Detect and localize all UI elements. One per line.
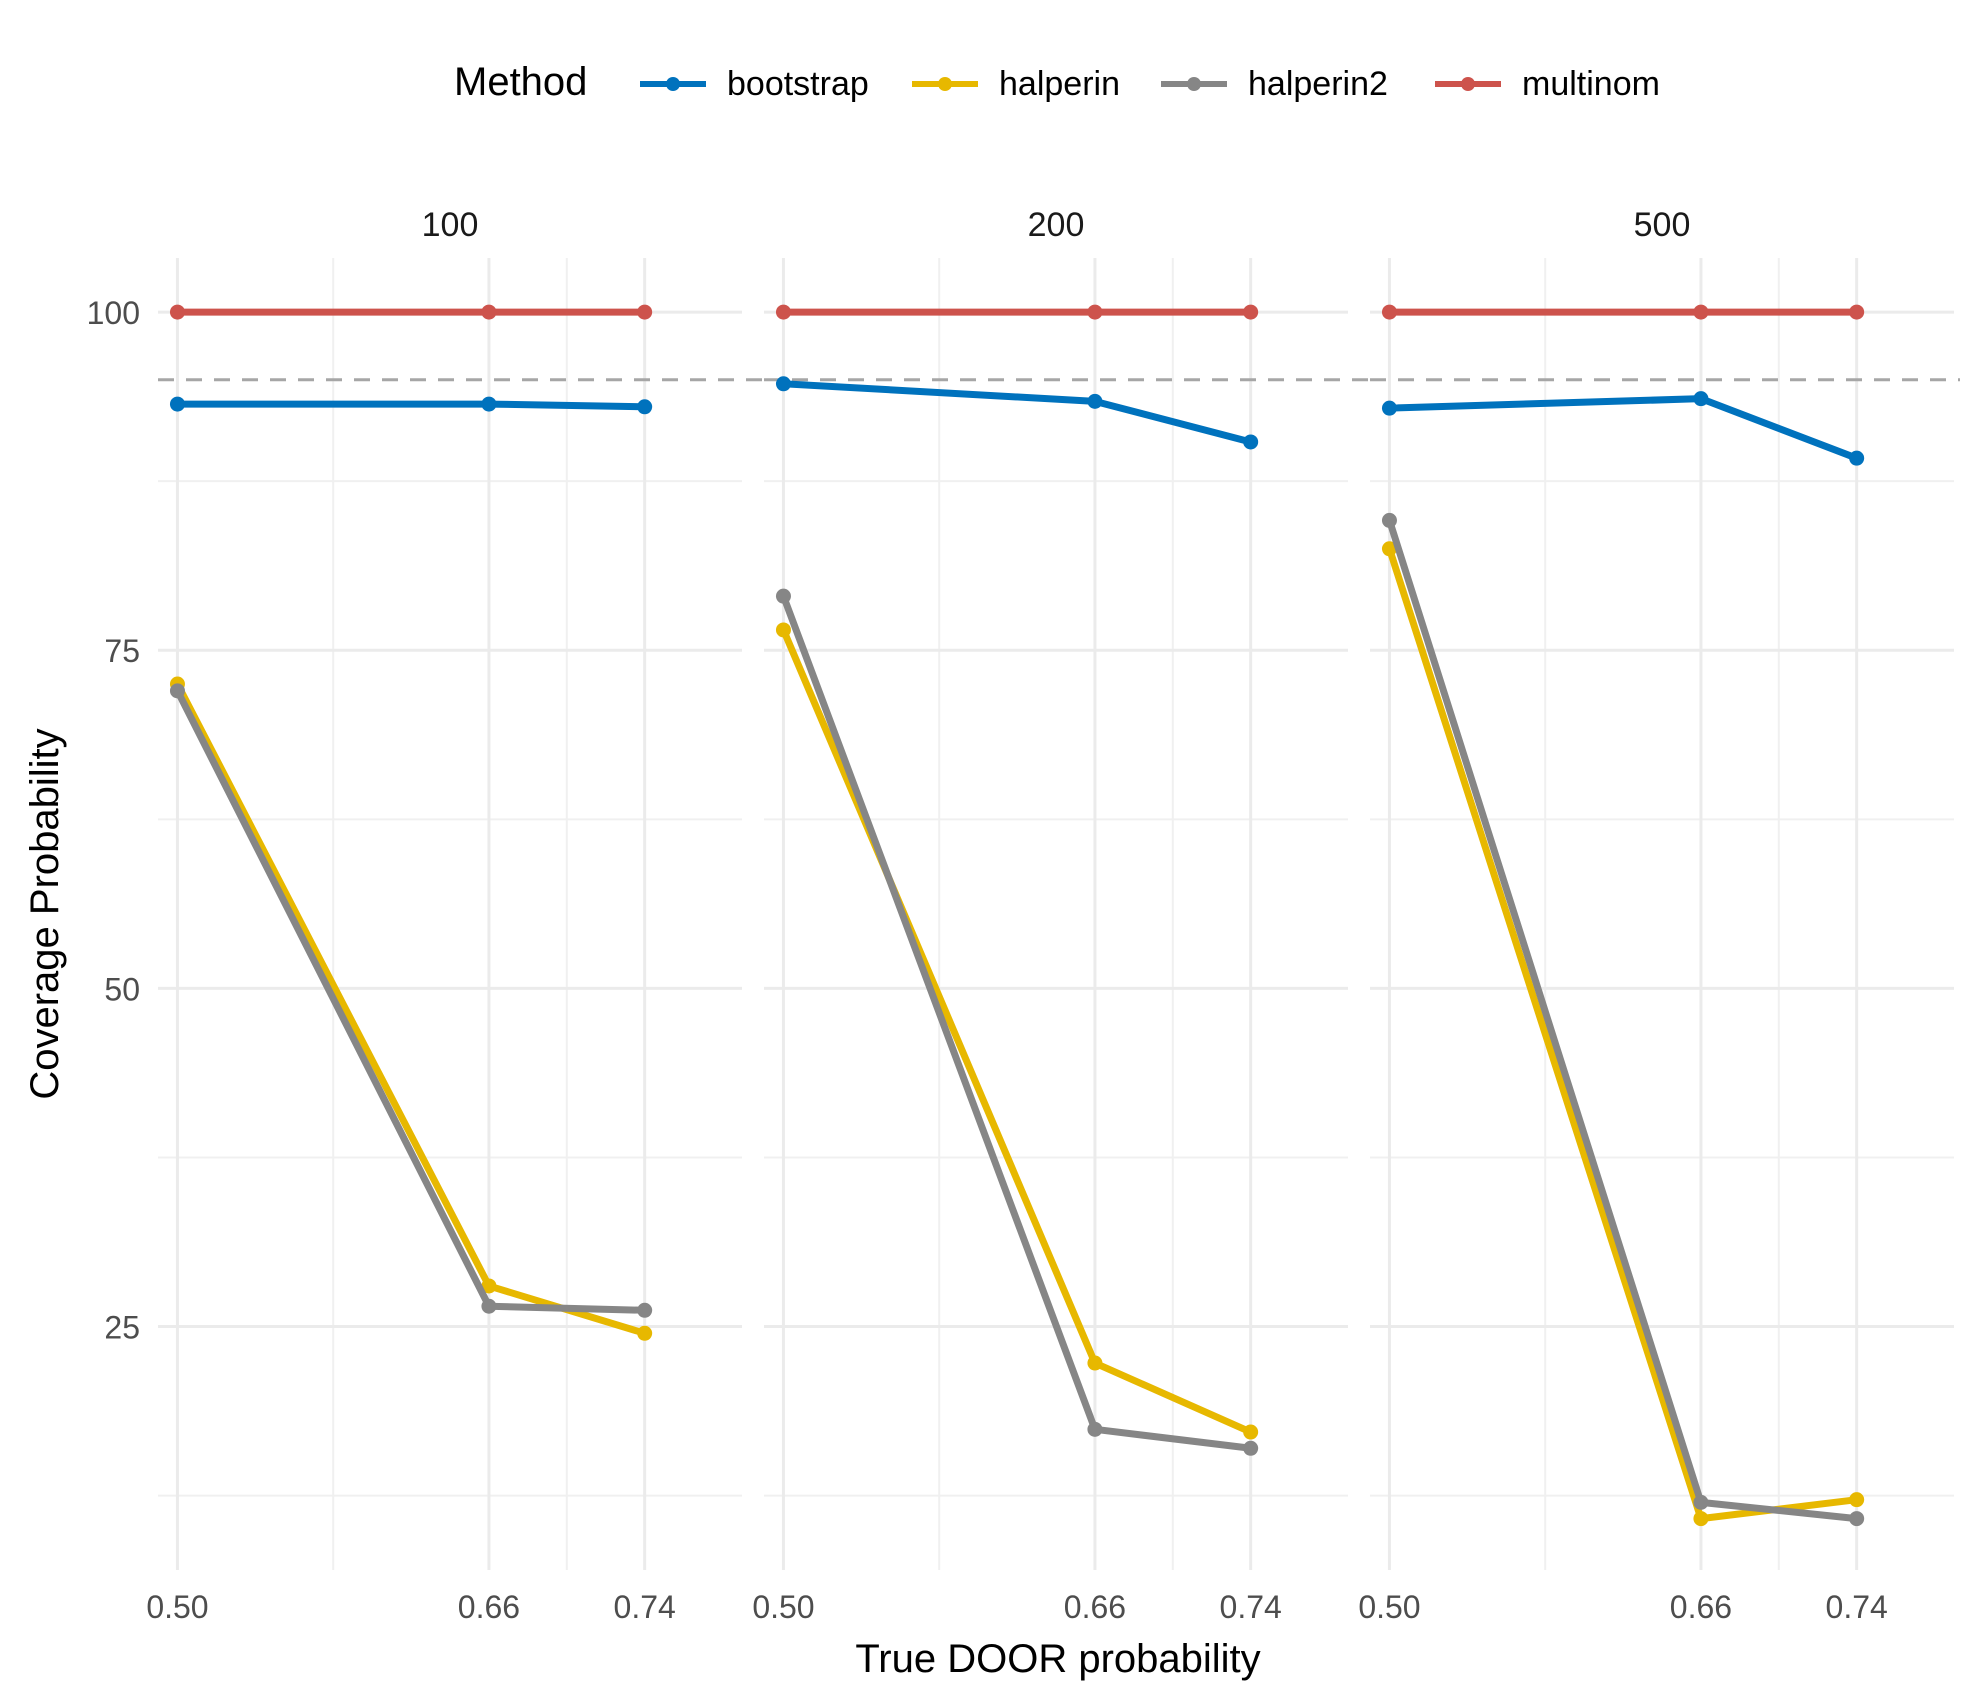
data-point-halperin (637, 1325, 653, 1341)
data-point-halperin (1693, 1511, 1709, 1527)
facet-panels: 100 0.50 0.66 0.74 200 0.50 0.66 0.74 500 0.50 0.6… (146, 206, 1960, 1625)
data-point-halperin (1243, 1424, 1259, 1440)
data-point-halperin2 (1693, 1494, 1709, 1510)
data-point-halperin (481, 1278, 497, 1294)
data-point-halperin2 (481, 1298, 497, 1314)
legend-label-multinom: multinom (1522, 65, 1660, 103)
facet-strip-label: 100 (422, 206, 479, 244)
series-line-bootstrap (177, 400, 645, 411)
facet-strip-label: 500 (1634, 206, 1691, 244)
y-tick-label: 100 (87, 295, 140, 331)
y-tick-label: 75 (104, 633, 140, 669)
data-point-bootstrap (637, 399, 653, 415)
data-point-bootstrap (1849, 450, 1865, 466)
data-point-multinom (1381, 304, 1397, 320)
legend-title: Method (454, 60, 587, 104)
y-axis: 25 50 75 100 (87, 295, 140, 1345)
data-point-halperin2 (1849, 1511, 1865, 1527)
data-point-halperin (1087, 1355, 1103, 1371)
data-point-halperin2 (775, 588, 791, 604)
x-tick-label: 0.66 (1670, 1589, 1732, 1625)
data-point-bootstrap (1381, 400, 1397, 416)
x-tick-label: 0.50 (752, 1589, 814, 1625)
y-axis-title: Coverage Probability (23, 728, 67, 1099)
x-tick-label: 0.74 (614, 1589, 676, 1625)
data-point-multinom (775, 304, 791, 320)
x-axis-title: True DOOR probability (855, 1637, 1260, 1681)
data-point-halperin2 (1381, 512, 1397, 528)
data-point-multinom (169, 304, 185, 320)
y-tick-label: 50 (104, 971, 140, 1007)
legend-key-point-halperin (938, 77, 952, 91)
facet-panel-100: 100 0.50 0.66 0.74 (146, 206, 764, 1625)
x-tick-label: 0.50 (146, 1589, 208, 1625)
data-point-halperin (775, 622, 791, 638)
data-point-multinom (1693, 304, 1709, 320)
legend-key-point-multinom (1461, 77, 1475, 91)
facet-strip-label: 200 (1028, 206, 1085, 244)
data-point-halperin (1849, 1492, 1865, 1508)
data-point-halperin2 (1087, 1421, 1103, 1437)
legend-key-point-bootstrap (666, 77, 680, 91)
legend-label-bootstrap: bootstrap (727, 65, 869, 103)
legend-items: bootstrap halperin halperin2 multinom (640, 65, 1660, 103)
data-point-halperin2 (637, 1302, 653, 1318)
legend: Method bootstrap halperin halperin2 multino… (454, 60, 1660, 104)
data-point-halperin (1381, 541, 1397, 557)
legend-label-halperin: halperin (999, 65, 1120, 103)
facet-panel-200: 200 0.50 0.66 0.74 (752, 206, 1370, 1625)
data-point-bootstrap (775, 376, 791, 392)
data-point-halperin2 (1243, 1440, 1259, 1456)
y-tick-label: 25 (104, 1310, 140, 1346)
data-point-multinom (481, 304, 497, 320)
data-point-bootstrap (1243, 434, 1259, 450)
data-point-bootstrap (481, 396, 497, 412)
x-tick-label: 0.50 (1358, 1589, 1420, 1625)
x-tick-label: 0.66 (458, 1589, 520, 1625)
data-point-multinom (1849, 304, 1865, 320)
legend-key-point-halperin2 (1187, 77, 1201, 91)
x-tick-label: 0.74 (1826, 1589, 1888, 1625)
data-point-multinom (1087, 304, 1103, 320)
x-tick-label: 0.66 (1064, 1589, 1126, 1625)
data-point-bootstrap (169, 396, 185, 412)
data-point-halperin2 (169, 683, 185, 699)
data-point-bootstrap (1693, 391, 1709, 407)
x-tick-label: 0.74 (1220, 1589, 1282, 1625)
legend-label-halperin2: halperin2 (1248, 65, 1388, 103)
data-point-multinom (637, 304, 653, 320)
facet-panel-500: 500 0.50 0.66 0.74 (1358, 206, 1960, 1625)
data-point-bootstrap (1087, 393, 1103, 409)
data-point-multinom (1243, 304, 1259, 320)
